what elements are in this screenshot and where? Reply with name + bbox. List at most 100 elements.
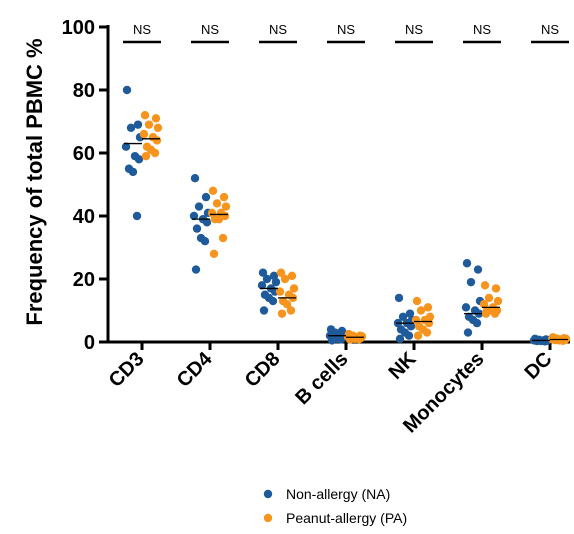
data-point [262,274,272,284]
data-point [152,136,162,145]
category-label: B cells [291,348,352,409]
data-point [128,167,138,177]
data-point [354,334,364,344]
category-label: CD3 [105,348,149,392]
category-label: CD4 [173,347,217,391]
data-point [413,331,423,340]
data-point [345,335,355,344]
data-point [202,218,212,227]
legend-label: Non-allergy (NA) [286,486,390,502]
data-point [269,271,279,281]
data-point [282,300,292,309]
data-point [463,328,473,337]
data-point [221,202,231,211]
data-point [287,271,297,281]
category-label: NK [385,348,421,384]
data-point [484,293,494,303]
data-point [271,277,281,287]
data-point [191,265,201,274]
data-point [141,151,151,161]
data-point [422,328,432,337]
legend-marker [263,489,273,499]
data-point [406,322,416,331]
category-label: CD8 [241,348,285,392]
data-point [461,303,471,312]
significance-label: NS [269,22,287,37]
data-point [280,274,290,284]
data-point [219,192,229,202]
data-point [416,306,426,315]
data-point [153,123,163,132]
legend: Non-allergy (NA) Peanut-allergy (PA) [263,486,407,526]
median-lines [124,138,568,342]
significance-label: NS [405,22,423,37]
data-point [192,224,202,233]
y-tick-label: 20 [73,269,95,291]
y-tick-label: 80 [73,80,95,102]
data-point [218,233,228,243]
legend-label: Peanut-allergy (PA) [286,510,407,526]
data-point [540,337,550,346]
data-point [479,300,489,309]
data-point [473,265,483,274]
data-point [493,296,503,306]
data-point [423,303,433,312]
data-point [424,318,434,328]
data-point [491,284,501,293]
legend-marker [263,513,273,523]
data-point [275,287,285,296]
data-point [394,293,404,303]
data-point [398,312,408,321]
y-tick-label: 100 [62,17,95,39]
data-point [257,281,267,290]
data-point [126,123,136,132]
data-point [189,211,199,221]
y-axis-label: Frequency of total PBMC % [22,38,47,325]
data-point [395,334,405,344]
data-point [121,142,131,151]
data-point [208,186,218,195]
data-point [140,111,150,120]
significance-label: NS [541,22,559,37]
data-points [121,85,571,346]
data-point [134,155,144,164]
data-point [405,309,415,318]
significance-label: NS [133,22,151,37]
data-point [201,192,211,202]
data-point [466,277,476,287]
data-point [404,331,414,340]
data-point [139,129,149,139]
significance-annotations: NS NS NS NS NS NS NS [123,22,569,44]
data-point [481,309,491,318]
data-point [212,199,222,208]
data-point [190,174,200,183]
data-point [289,284,299,293]
data-point [151,114,161,123]
data-point [122,85,132,95]
data-point [150,148,160,158]
data-point [412,296,422,306]
data-point [480,281,490,290]
y-tick-label: 0 [84,332,95,354]
data-point [144,120,154,129]
data-point [132,211,142,221]
data-point [259,306,269,315]
data-point [194,202,204,211]
y-axis-label-group: Frequency of total PBMC % [22,38,47,325]
data-point [258,268,268,277]
data-point [327,336,337,345]
data-point [558,336,568,345]
y-tick-label: 40 [73,206,95,228]
category-label: DC [521,348,557,384]
data-point [462,259,472,268]
data-point [277,309,287,318]
data-point [209,249,219,258]
data-point [336,335,346,344]
significance-label: NS [201,22,219,37]
data-point [276,268,286,277]
data-point [214,214,224,224]
y-tick-label: 60 [73,143,95,165]
data-point [200,237,210,246]
